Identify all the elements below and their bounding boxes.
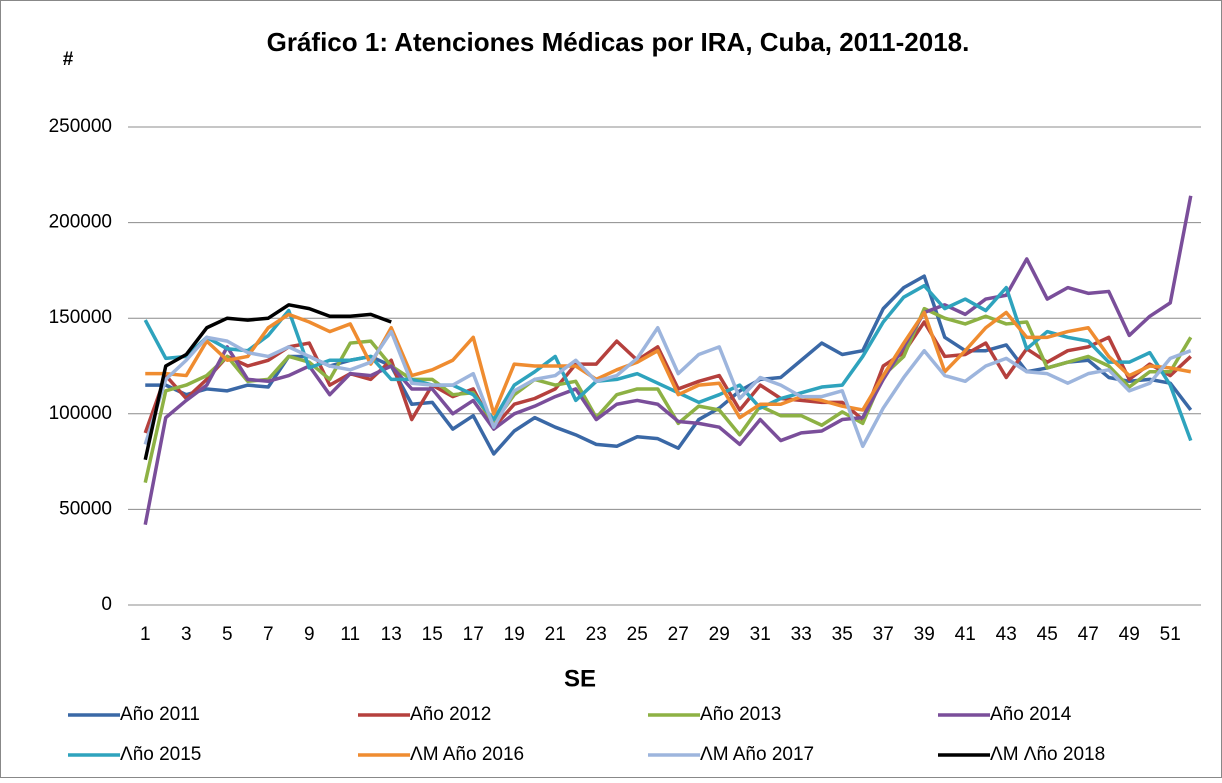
- x-tick-label: 51: [1160, 624, 1181, 645]
- x-tick-label: 23: [586, 624, 607, 645]
- y-axis-label: #: [63, 49, 74, 70]
- y-tick-label: 250000: [49, 116, 112, 137]
- legend-label: ΛM Λño 2018: [990, 744, 1105, 765]
- x-tick-label: 19: [504, 624, 525, 645]
- x-tick-label: 47: [1078, 624, 1099, 645]
- x-tick-label: 11: [340, 624, 360, 645]
- x-tick-label: 25: [627, 624, 648, 645]
- x-tick-label: 5: [222, 624, 233, 645]
- x-tick-label: 35: [832, 624, 853, 645]
- y-tick-label: 100000: [49, 403, 112, 424]
- x-tick-label: 3: [181, 624, 192, 645]
- legend-label: Año 2012: [410, 704, 491, 725]
- x-tick-label: 33: [791, 624, 812, 645]
- x-tick-label: 17: [463, 624, 484, 645]
- legend-label: Λño 2015: [120, 744, 201, 765]
- x-tick-label: 13: [381, 624, 402, 645]
- series-line: [143, 326, 1192, 449]
- x-tick-label: 43: [996, 624, 1017, 645]
- legend-label: ΛM Año 2017: [700, 744, 814, 765]
- x-tick-label: 29: [709, 624, 730, 645]
- x-tick-label: 1: [140, 624, 151, 645]
- series-line: [143, 283, 1193, 442]
- y-tick-label: 150000: [49, 307, 112, 328]
- series-line: [145, 310, 1192, 420]
- x-tick-label: 49: [1119, 624, 1140, 645]
- x-tick-label: 39: [914, 624, 935, 645]
- series-line: [143, 303, 392, 461]
- legend-label: Año 2011: [120, 704, 200, 725]
- y-tick-label: 200000: [49, 212, 112, 233]
- legend-label: Año 2013: [700, 704, 781, 725]
- y-tick-label: 50000: [59, 498, 112, 519]
- legend-label: Año 2014: [990, 704, 1072, 725]
- x-axis-label: SE: [564, 665, 596, 692]
- series-line: [143, 195, 1193, 526]
- chart-title: Gráfico 1: Atenciones Médicas por IRA, C…: [267, 27, 970, 57]
- x-tick-label: 7: [263, 624, 274, 645]
- x-tick-label: 37: [873, 624, 894, 645]
- x-tick-label: 31: [750, 624, 771, 645]
- legend-label: ΛM Año 2016: [410, 744, 524, 765]
- x-tick-label: 45: [1037, 624, 1058, 645]
- y-tick-label: 0: [101, 594, 112, 615]
- x-tick-label: 27: [668, 624, 689, 645]
- x-tick-label: 21: [545, 624, 566, 645]
- x-tick-label: 9: [304, 624, 315, 645]
- x-tick-label: 15: [422, 624, 443, 645]
- x-tick-label: 41: [955, 624, 976, 645]
